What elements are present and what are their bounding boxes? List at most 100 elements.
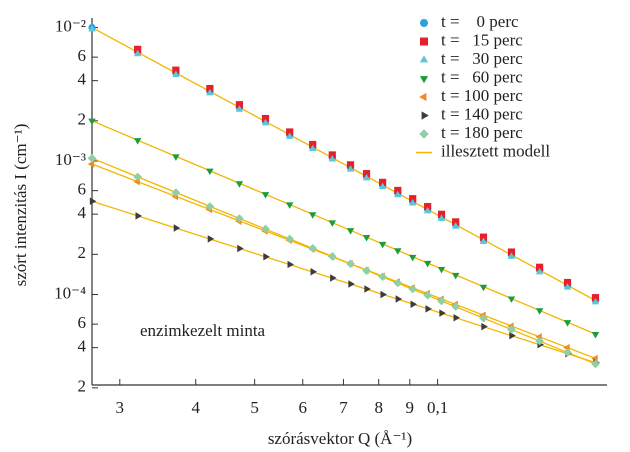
x-tick-label: 3 [116, 398, 125, 417]
point [310, 268, 318, 276]
point [172, 70, 180, 78]
legend-marker [419, 92, 427, 102]
legend-label: t = 180 perc [441, 123, 523, 142]
point [481, 322, 488, 331]
y-tick-label: 10⁻² [55, 16, 86, 35]
point [563, 278, 572, 287]
point [235, 105, 244, 112]
point [410, 300, 418, 309]
point [507, 296, 516, 303]
point [591, 297, 600, 305]
x-tick-label: 5 [250, 398, 259, 417]
point [451, 222, 460, 229]
point [135, 212, 142, 220]
point [263, 252, 270, 261]
point [479, 284, 488, 292]
legend-marker [419, 129, 429, 139]
legend-label: t = 15 perc [441, 30, 523, 49]
point [330, 274, 337, 282]
legend-label: t = 140 perc [441, 104, 523, 123]
point [285, 132, 294, 139]
point [378, 272, 387, 282]
point [346, 161, 355, 169]
point [133, 138, 142, 145]
point [380, 290, 387, 299]
point [437, 210, 446, 218]
point [395, 295, 403, 303]
legend-label: t = 0 perc [441, 12, 519, 31]
y-tick-label: 6 [78, 313, 87, 332]
point [479, 233, 488, 241]
y-tick-label: 4 [78, 203, 87, 222]
point [327, 252, 337, 261]
point [439, 309, 446, 317]
point [89, 197, 97, 205]
legend-marker [420, 37, 428, 46]
point [328, 154, 337, 162]
annotation: enzimkezelt minta [140, 321, 266, 340]
point [348, 280, 355, 288]
point [88, 118, 96, 126]
legend-label: t = 100 perc [441, 86, 523, 105]
point [509, 331, 516, 340]
legend-label: t = 30 perc [441, 49, 523, 68]
point [172, 66, 180, 74]
x-tick-label: 4 [191, 398, 200, 417]
point [346, 228, 355, 235]
point [424, 202, 432, 211]
point [591, 331, 600, 339]
point [261, 118, 270, 126]
point [507, 248, 516, 256]
point [328, 220, 337, 227]
point [237, 244, 244, 253]
point [206, 88, 214, 96]
point [437, 214, 446, 221]
point [423, 290, 432, 300]
point [408, 254, 417, 262]
point [346, 259, 355, 269]
point [536, 263, 544, 271]
x-tick-label: 0,1 [427, 398, 448, 417]
y-tick-label: 4 [78, 337, 87, 356]
point [261, 192, 270, 199]
x-tick-label: 7 [339, 398, 348, 417]
point [362, 170, 371, 178]
legend-label: t = 60 perc [441, 67, 523, 86]
point [408, 199, 417, 206]
point [346, 165, 355, 172]
point [423, 260, 432, 268]
point [437, 296, 446, 306]
point [207, 235, 215, 243]
point [591, 294, 600, 302]
y-tick-label: 2 [78, 243, 87, 262]
point [206, 84, 214, 93]
x-axis-label: szórásvektor Q (Å⁻¹) [268, 429, 412, 448]
y-tick-label: 10⁻⁴ [54, 283, 86, 302]
point [309, 140, 317, 149]
point [235, 181, 244, 188]
point [479, 313, 488, 323]
y-axis-label: szórt intenzitás I (cm⁻¹) [11, 124, 30, 287]
x-tick-label: 6 [299, 398, 308, 417]
point [172, 154, 180, 161]
point [133, 49, 142, 57]
point [507, 252, 516, 259]
point [133, 172, 142, 182]
point [453, 313, 461, 322]
legend-marker [419, 76, 429, 84]
point [206, 168, 214, 176]
point [451, 272, 460, 280]
point [235, 214, 244, 223]
point [235, 101, 244, 109]
point [563, 320, 572, 327]
point [285, 234, 295, 244]
y-tick-label: 6 [78, 46, 87, 65]
point [171, 188, 181, 197]
legend-marker [420, 19, 428, 27]
legend-label: illesztett modell [441, 141, 550, 160]
point [261, 224, 270, 234]
point [285, 202, 294, 209]
point [394, 186, 402, 195]
point [88, 24, 96, 32]
